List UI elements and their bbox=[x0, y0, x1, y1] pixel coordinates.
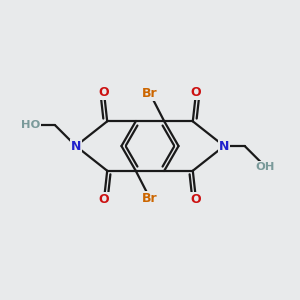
Text: N: N bbox=[71, 140, 81, 152]
Text: O: O bbox=[191, 86, 201, 99]
Text: O: O bbox=[191, 193, 201, 206]
Text: Br: Br bbox=[142, 87, 158, 100]
Text: OH: OH bbox=[256, 162, 275, 172]
Text: O: O bbox=[99, 193, 109, 206]
Text: HO: HO bbox=[21, 120, 40, 130]
Text: N: N bbox=[219, 140, 229, 152]
Text: Br: Br bbox=[142, 192, 158, 205]
Text: O: O bbox=[99, 86, 109, 99]
